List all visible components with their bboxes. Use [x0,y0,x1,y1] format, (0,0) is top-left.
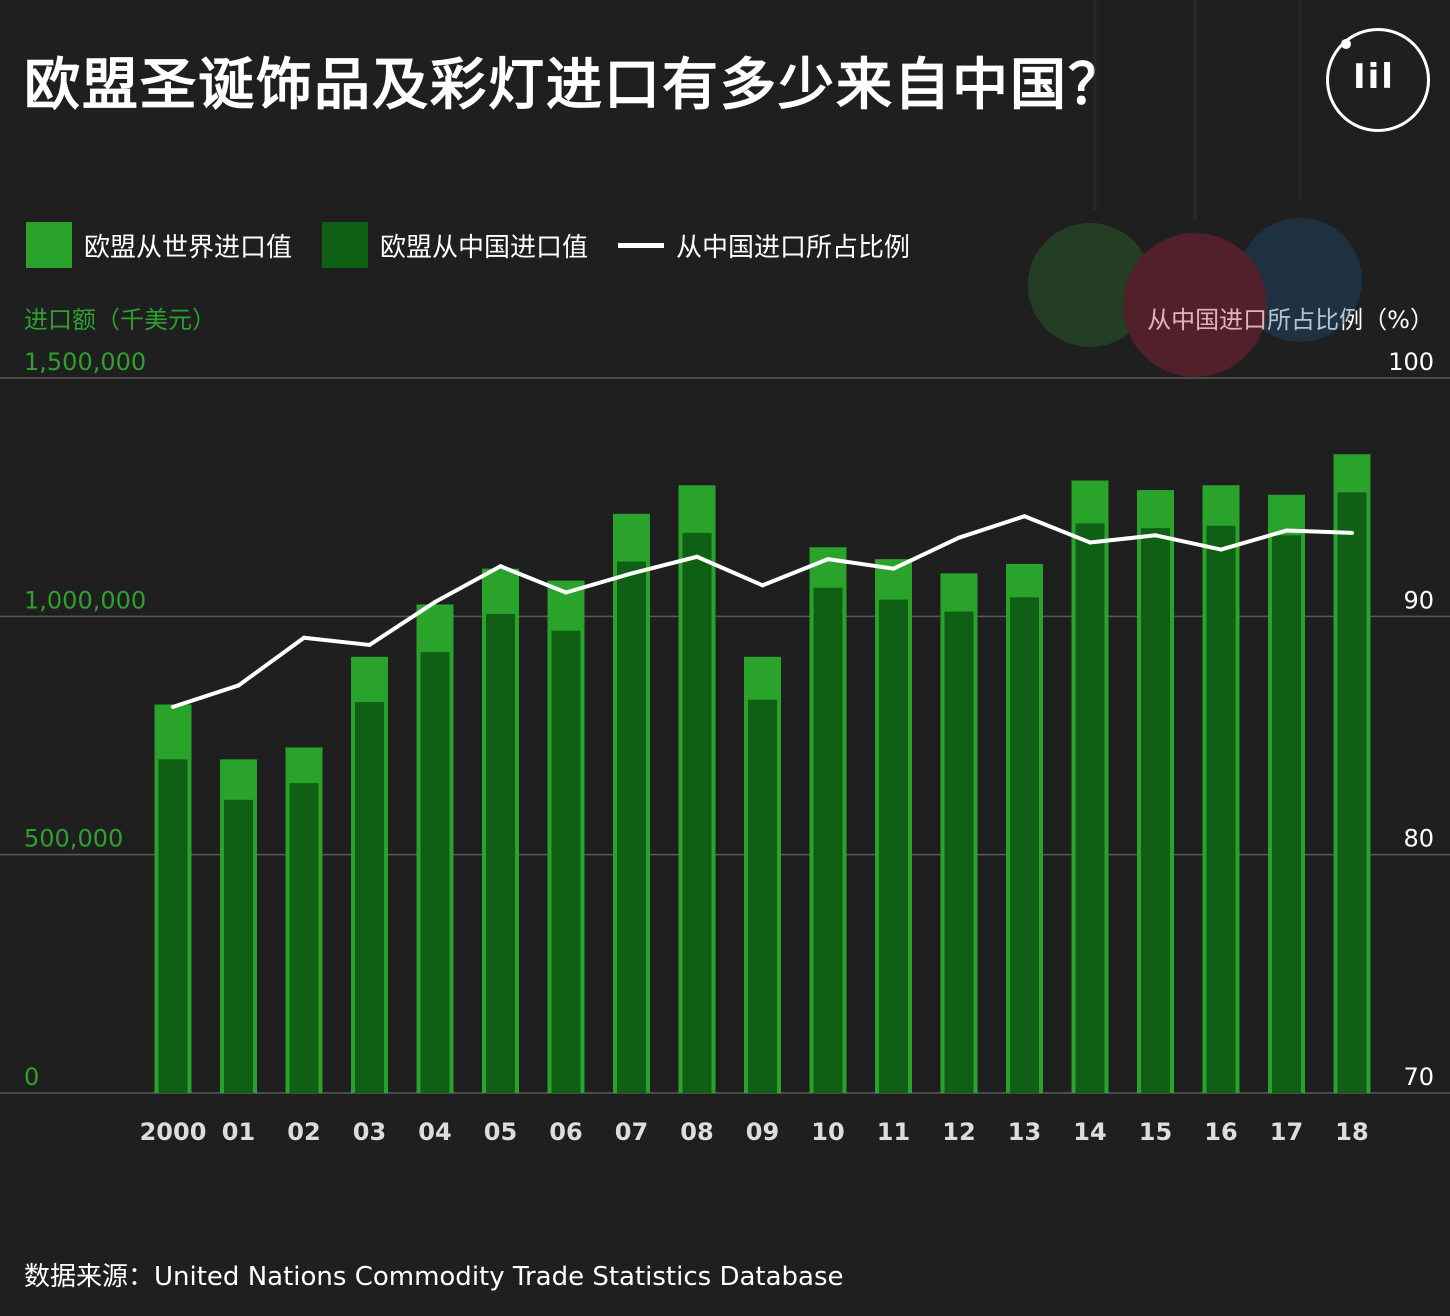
x-axis-tick-label: 07 [615,1118,648,1146]
x-axis-tick-label: 06 [549,1118,582,1146]
x-axis-tick-label: 01 [222,1118,255,1146]
bar-china-18 [1337,492,1367,1093]
legend-ratio-line [618,242,665,248]
logo-dot [1341,39,1351,49]
ratio-point-06 [564,590,568,595]
bar-china-11 [879,599,908,1093]
bar-china-13 [1010,597,1039,1093]
x-axis-tick-label: 10 [811,1118,844,1146]
x-axis-tick-label: 05 [484,1118,517,1146]
ratio-point-03 [367,642,372,647]
bar-china-04 [420,652,450,1093]
bar-china-12 [944,611,974,1093]
right-axis-title: 从中国进口所占比例（%） [1147,300,1434,335]
ratio-point-10 [826,557,830,562]
bar-china-09 [748,699,777,1093]
ratio-point-2000 [171,704,175,709]
bar-china-16 [1206,525,1236,1093]
x-axis-tick-label: 11 [877,1118,910,1146]
legend-world-swatch [26,222,72,268]
ratio-point-05 [498,564,503,569]
ratio-point-18 [1350,530,1354,535]
ornament-decoration [1028,0,1362,377]
ratio-point-17 [1284,528,1289,533]
x-axis-tick-label: 08 [680,1118,713,1146]
bar-china-07 [617,561,646,1093]
x-axis-tick-label: 15 [1139,1118,1172,1146]
bar-china-01 [224,799,253,1093]
ratio-point-08 [695,554,699,559]
x-axis-tick-label: 16 [1204,1118,1237,1146]
left-axis-tick-label: 1,000,000 [24,586,146,614]
bar-china-2000 [158,759,188,1093]
bar-china-05 [486,613,515,1093]
left-axis-tick-label: 500,000 [24,825,123,853]
bar-china-10 [813,587,843,1093]
legend-china-label: 欧盟从中国进口值 [380,232,589,263]
bar-china-06 [551,630,581,1093]
bar-china-14 [1075,523,1105,1093]
bar-china-15 [1141,528,1170,1093]
x-axis-tick-label: 17 [1270,1118,1303,1146]
chart-title: 欧盟圣诞饰品及彩灯进口有多少来自中国？ [24,53,1126,118]
data-source: 数据来源：United Nations Commodity Trade Stat… [24,1262,844,1292]
ratio-point-13 [1022,514,1027,519]
legend-ratio-label: 从中国进口所占比例 [676,232,911,263]
ratio-point-15 [1153,533,1158,538]
ratio-point-12 [957,535,961,540]
legend-world-label: 欧盟从世界进口值 [84,232,293,263]
x-axis-tick-label: 03 [353,1118,386,1146]
right-axis-tick-label: 70 [1403,1063,1434,1091]
x-axis-tick-label: 2000 [140,1118,207,1146]
x-axis-tick-label: 04 [418,1118,451,1146]
ratio-point-02 [302,635,306,640]
bar-china-17 [1272,535,1301,1093]
ratio-point-04 [433,600,437,605]
x-axis-tick-label: 13 [1008,1118,1041,1146]
legend: 欧盟从世界进口值 欧盟从中国进口值 从中国进口所占比例 [26,222,940,268]
bar-china-08 [682,532,712,1093]
ratio-point-16 [1219,547,1223,552]
legend-china-swatch [322,222,369,268]
x-axis-tick-label: 14 [1073,1118,1106,1146]
ratio-point-11 [891,566,896,571]
left-axis-tick-label: 1,500,000 [24,348,146,376]
right-axis-tick-label: 90 [1403,586,1434,614]
ratio-point-01 [236,683,241,688]
x-axis-tick-label: 18 [1335,1118,1368,1146]
x-axis-tick-label: 02 [287,1118,320,1146]
ratio-point-09 [760,583,765,588]
logo-glyph: Iil [1353,57,1395,97]
theinitium-logo-icon: Iil [1326,28,1430,132]
right-axis-tick-label: 100 [1388,348,1434,376]
right-axis-tick-label: 80 [1403,825,1434,853]
ratio-point-07 [629,571,634,576]
bar-china-02 [289,783,319,1093]
left-axis-tick-label: 0 [24,1063,39,1091]
left-axis-title: 进口额（千美元） [24,306,216,334]
bar-china-03 [355,702,384,1093]
x-axis-tick-label: 09 [746,1118,779,1146]
x-axis-tick-label: 12 [942,1118,975,1146]
ratio-point-14 [1088,540,1092,545]
